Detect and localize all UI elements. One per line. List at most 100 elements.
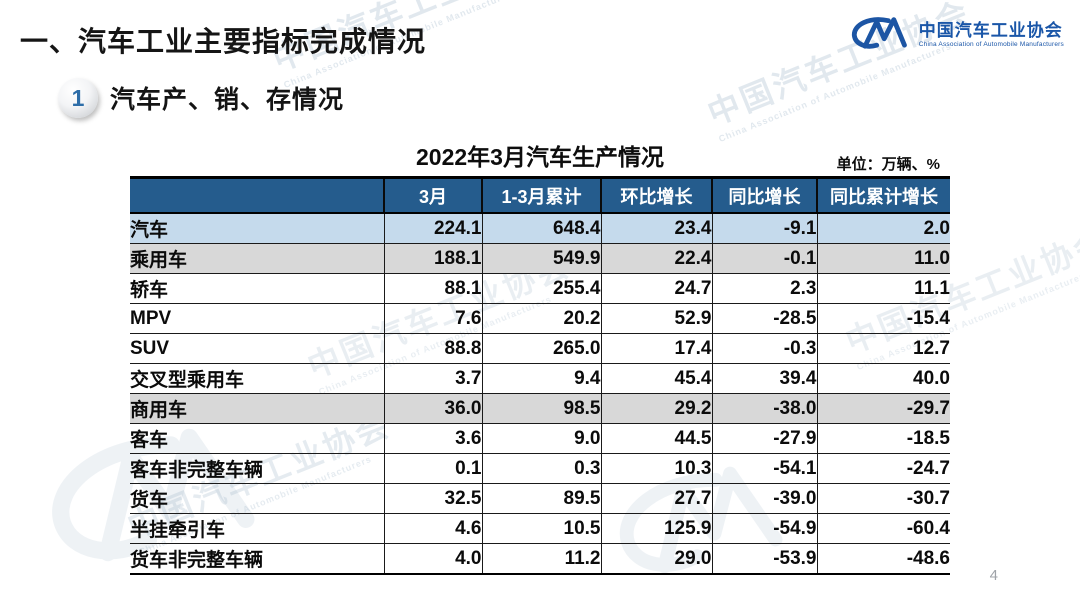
- cell-value: 3.7: [383, 363, 482, 394]
- table-title: 2022年3月汽车生产情况: [416, 144, 664, 170]
- table-row: 货车非完整车辆 4.0 11.2 29.0 -53.9 -48.6: [130, 543, 950, 575]
- unit-note: 单位：万辆、%: [836, 156, 940, 173]
- cell-value: 88.8: [383, 333, 482, 364]
- cell-value: 32.5: [383, 483, 482, 514]
- cell-value: 24.7: [600, 273, 712, 304]
- cell-value: 265.0: [481, 333, 601, 364]
- cell-value: 2.3: [711, 273, 817, 304]
- cell-value: 11.0: [816, 243, 950, 274]
- cell-value: -54.1: [711, 453, 817, 484]
- header-cell-category: [130, 176, 384, 214]
- cell-value: -24.7: [816, 453, 950, 484]
- header-cell-yoy-growth: 同比增长: [711, 176, 817, 214]
- section-heading-label: 汽车产、销、存情况: [110, 86, 345, 114]
- cell-value: 23.4: [600, 213, 712, 244]
- cell-value: 4.6: [383, 513, 482, 544]
- cell-value: 44.5: [600, 423, 712, 454]
- row-label: 乘用车: [130, 243, 384, 274]
- row-label: 交叉型乘用车: [130, 363, 384, 394]
- cell-value: -15.4: [816, 303, 950, 334]
- cell-value: 12.7: [816, 333, 950, 364]
- cell-value: 88.1: [383, 273, 482, 304]
- section-heading: 1 汽车产、销、存情况: [58, 78, 344, 118]
- cell-value: -39.0: [711, 483, 817, 514]
- cell-value: -0.3: [711, 333, 817, 364]
- table-row: 半挂牵引车 4.6 10.5 125.9 -54.9 -60.4: [130, 513, 950, 544]
- cell-value: 89.5: [481, 483, 601, 514]
- caam-logo: 中国汽车工业协会 China Association of Automobile…: [849, 12, 1064, 56]
- caam-logo-text: 中国汽车工业协会 China Association of Automobile…: [919, 21, 1064, 48]
- table-row: 乘用车 188.1 549.9 22.4 -0.1 11.0: [130, 243, 950, 274]
- table-row: 商用车 36.0 98.5 29.2 -38.0 -29.7: [130, 393, 950, 424]
- production-table: 3月 1-3月累计 环比增长 同比增长 同比累计增长 汽车 224.1 648.…: [130, 176, 950, 575]
- cell-value: 10.3: [600, 453, 712, 484]
- cell-value: 98.5: [481, 393, 601, 424]
- cell-value: 0.1: [383, 453, 482, 484]
- header-cell-mom-growth: 环比增长: [600, 176, 712, 214]
- cell-value: 549.9: [481, 243, 601, 274]
- cell-value: -48.6: [816, 543, 950, 575]
- row-label: 客车: [130, 423, 384, 454]
- cell-value: 20.2: [481, 303, 601, 334]
- cell-value: -30.7: [816, 483, 950, 514]
- header-cell-yoy-cumulative-growth: 同比累计增长: [816, 176, 950, 214]
- cell-value: -28.5: [711, 303, 817, 334]
- cell-value: 40.0: [816, 363, 950, 394]
- cell-value: 45.4: [600, 363, 712, 394]
- cell-value: -0.1: [711, 243, 817, 274]
- cell-value: 125.9: [600, 513, 712, 544]
- cell-value: 7.6: [383, 303, 482, 334]
- cell-value: 52.9: [600, 303, 712, 334]
- row-label: 汽车: [130, 213, 384, 244]
- table-row: MPV 7.6 20.2 52.9 -28.5 -15.4: [130, 303, 950, 334]
- cell-value: 39.4: [711, 363, 817, 394]
- cell-value: -9.1: [711, 213, 817, 244]
- cell-value: 22.4: [600, 243, 712, 274]
- row-label: 货车非完整车辆: [130, 543, 384, 575]
- cell-value: -38.0: [711, 393, 817, 424]
- cell-value: -18.5: [816, 423, 950, 454]
- row-label: 轿车: [130, 273, 384, 304]
- table-header-row: 3月 1-3月累计 环比增长 同比增长 同比累计增长: [130, 176, 950, 214]
- caam-logo-icon: [851, 17, 907, 49]
- table-row: SUV 88.8 265.0 17.4 -0.3 12.7: [130, 333, 950, 364]
- cell-value: 0.3: [481, 453, 601, 484]
- header-cell-month: 3月: [383, 176, 482, 214]
- table-row: 客车 3.6 9.0 44.5 -27.9 -18.5: [130, 423, 950, 454]
- cell-value: 29.0: [600, 543, 712, 575]
- table-row: 客车非完整车辆 0.1 0.3 10.3 -54.1 -24.7: [130, 453, 950, 484]
- cell-value: 29.2: [600, 393, 712, 424]
- row-label: MPV: [130, 303, 384, 334]
- cell-value: 3.6: [383, 423, 482, 454]
- row-label: 客车非完整车辆: [130, 453, 384, 484]
- caam-logo-subtitle: China Association of Automobile Manufact…: [918, 40, 1064, 48]
- table-row: 货车 32.5 89.5 27.7 -39.0 -30.7: [130, 483, 950, 514]
- row-label: 货车: [130, 483, 384, 514]
- cell-value: 17.4: [600, 333, 712, 364]
- row-label: SUV: [130, 333, 384, 364]
- page-title: 一、汽车工业主要指标完成情况: [20, 26, 427, 57]
- table-row: 交叉型乘用车 3.7 9.4 45.4 39.4 40.0: [130, 363, 950, 394]
- cell-value: 9.4: [481, 363, 601, 394]
- cell-value: 36.0: [383, 393, 482, 424]
- cell-value: -53.9: [711, 543, 817, 575]
- cell-value: 27.7: [600, 483, 712, 514]
- cell-value: 10.5: [481, 513, 601, 544]
- caam-logo-name: 中国汽车工业协会: [918, 20, 1063, 40]
- cell-value: 11.1: [816, 273, 950, 304]
- page-number: 4: [989, 567, 998, 584]
- section-number-badge: 1: [58, 78, 98, 118]
- table-row: 汽车 224.1 648.4 23.4 -9.1 2.0: [130, 213, 950, 244]
- cell-value: 188.1: [383, 243, 482, 274]
- production-table-wrap: 3月 1-3月累计 环比增长 同比增长 同比累计增长 汽车 224.1 648.…: [130, 176, 950, 575]
- table-row: 轿车 88.1 255.4 24.7 2.3 11.1: [130, 273, 950, 304]
- row-label: 商用车: [130, 393, 384, 424]
- header-cell-cumulative: 1-3月累计: [481, 176, 601, 214]
- cell-value: 4.0: [383, 543, 482, 575]
- cell-value: 2.0: [816, 213, 950, 244]
- cell-value: 255.4: [481, 273, 601, 304]
- row-label: 半挂牵引车: [130, 513, 384, 544]
- cell-value: 11.2: [481, 543, 601, 575]
- cell-value: 224.1: [383, 213, 482, 244]
